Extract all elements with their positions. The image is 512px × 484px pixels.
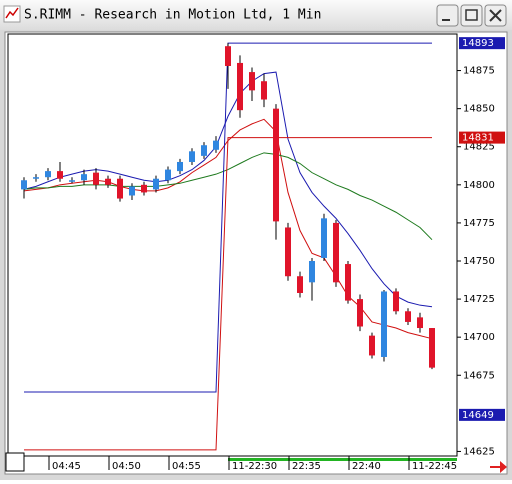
window-title: S.RIMM - Research in Motion Ltd, 1 Min	[24, 8, 321, 23]
candle-body	[129, 186, 135, 196]
y-tick-label: 14700	[463, 332, 495, 343]
candle-body	[153, 178, 159, 190]
x-tick-label: 22:35	[292, 461, 321, 472]
candle-body	[141, 184, 147, 193]
x-tick-label: 11-22:30	[232, 461, 277, 472]
y-tick-label: 14850	[463, 104, 495, 115]
scroll-arrow[interactable]	[490, 461, 507, 473]
title-bar	[0, 0, 512, 30]
maximize-icon	[465, 9, 478, 21]
candle-body	[333, 222, 339, 283]
candle-body	[357, 299, 363, 327]
y-tick-label: 14775	[463, 218, 495, 229]
y-tick-label: 14825	[463, 142, 495, 153]
candle-body	[273, 108, 279, 222]
candle-body	[309, 260, 315, 283]
corner-box[interactable]	[5, 452, 25, 472]
candle-body	[177, 161, 183, 172]
window-icon-glyph	[5, 7, 19, 19]
candle-body	[345, 264, 351, 301]
y-tick-label: 14725	[463, 294, 495, 305]
y-tick-label: 14625	[463, 446, 495, 457]
x-tick-label: 22:40	[352, 461, 381, 472]
candle-body	[429, 328, 435, 368]
x-tick-label: 04:45	[52, 461, 81, 472]
candle-body	[105, 178, 111, 185]
x-tick-label: 11-22:45	[412, 461, 457, 472]
y-tick-label: 14750	[463, 256, 495, 267]
price-label-box	[459, 37, 505, 50]
price-label-box	[459, 131, 505, 144]
candle-body	[57, 171, 63, 179]
plot-area	[7, 33, 458, 457]
x-tick-label: 04:55	[172, 461, 201, 472]
close-icon	[489, 9, 502, 22]
candle-body	[117, 178, 123, 199]
price-label: 14649	[462, 410, 494, 421]
candle-body	[33, 177, 39, 179]
minimize-button[interactable]	[436, 4, 459, 27]
x-tick-label: 04:50	[112, 461, 141, 472]
candle-body	[45, 171, 51, 178]
candle-body	[213, 140, 219, 150]
candle-body	[189, 151, 195, 162]
maximize-button[interactable]	[460, 4, 483, 27]
y-tick-label: 14675	[463, 370, 495, 381]
candle-body	[261, 81, 267, 100]
indicator-line	[23, 152, 433, 241]
candle-body	[393, 291, 399, 312]
price-label-box	[459, 408, 505, 421]
candle-body	[225, 46, 231, 66]
y-tick-label: 14875	[463, 66, 495, 77]
session-bar	[228, 458, 457, 461]
price-label: 14831	[462, 133, 494, 144]
candle-body	[417, 317, 423, 329]
candle-body	[237, 62, 243, 111]
candle-body	[165, 169, 171, 181]
candle-body	[249, 72, 255, 91]
candle-body	[81, 174, 87, 181]
candle-body	[321, 218, 327, 258]
candle-body	[285, 227, 291, 277]
plot-layer: 14625 14675 14700 14725 14750 14775 14800 14825…	[21, 37, 505, 472]
candle-body	[21, 180, 27, 190]
candle-body	[369, 335, 375, 356]
candle-body	[69, 180, 75, 182]
price-label: 14893	[462, 38, 494, 49]
candle-body	[201, 145, 207, 156]
candle-body	[405, 311, 411, 322]
candle-body	[297, 276, 303, 293]
y-tick-label: 14800	[463, 180, 495, 191]
candle-body	[93, 172, 99, 185]
candle-body	[381, 291, 387, 357]
indicator-line	[23, 71, 433, 308]
indicator-line	[24, 137, 432, 451]
